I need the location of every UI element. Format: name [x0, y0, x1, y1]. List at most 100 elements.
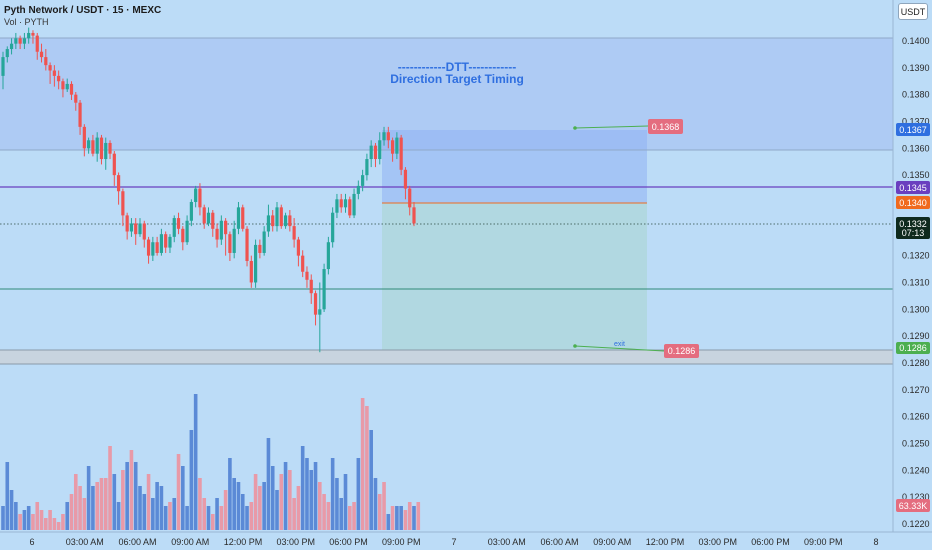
- candle-body: [27, 32, 31, 39]
- candle-body: [112, 153, 116, 176]
- price-tick-label: 0.1400: [902, 36, 930, 46]
- volume-bar: [121, 470, 125, 530]
- candle-body: [194, 188, 198, 202]
- time-tick-label: 12:00 PM: [646, 537, 685, 547]
- price-tick-label: 0.1370: [902, 116, 930, 126]
- volume-bar: [296, 486, 301, 530]
- time-tick-label: 09:00 AM: [593, 537, 631, 547]
- candle-body: [22, 38, 27, 44]
- volume-bar: [215, 498, 219, 530]
- price-tick-label: 0.1310: [902, 277, 930, 287]
- candle-body: [87, 140, 91, 149]
- time-axis[interactable]: 6 03:00 AM 06:00 AM 09:00 AM 12:00 PM 03:00 P…: [29, 537, 878, 547]
- exit-anchor-dot[interactable]: [573, 344, 577, 348]
- candle-body: [301, 255, 305, 272]
- time-tick-label: 6: [29, 537, 34, 547]
- volume-bar: [125, 462, 129, 530]
- volume-bar: [403, 510, 408, 530]
- candle-body: [176, 218, 181, 229]
- volume-bar: [69, 494, 74, 530]
- candle-body: [74, 94, 78, 103]
- time-tick-label: 06:00 AM: [540, 537, 578, 547]
- candle-body: [78, 102, 82, 127]
- volume-bar: [202, 498, 207, 530]
- volume-bar: [78, 486, 82, 530]
- volume-bar: [44, 518, 48, 530]
- candle-body: [95, 137, 99, 154]
- candle-body: [224, 220, 228, 235]
- candle-body: [52, 70, 56, 76]
- candle-body: [253, 244, 258, 283]
- candle-body: [305, 271, 309, 280]
- candle-body: [134, 223, 138, 235]
- candle-body: [202, 207, 206, 224]
- volume-bar: [390, 506, 395, 530]
- candle-body: [313, 293, 318, 315]
- volume-bar: [26, 506, 31, 530]
- target-badge: 0.1368: [652, 122, 680, 132]
- time-tick-label: 7: [451, 537, 456, 547]
- symbol-title[interactable]: Pyth Network / USDT · 15 · MEXC: [4, 5, 162, 16]
- price-tick-label: 0.1260: [902, 412, 930, 422]
- last-price-axis-badge-bg: [896, 217, 930, 239]
- candle-body: [271, 215, 275, 227]
- volume-bars: [1, 394, 421, 530]
- time-tick-label: 09:00 PM: [382, 537, 421, 547]
- reward-zone: [382, 203, 647, 350]
- volume-bar: [412, 506, 416, 530]
- candle-body: [146, 239, 151, 256]
- volume-bar: [416, 502, 421, 530]
- candle-body: [82, 126, 86, 149]
- time-tick-label: 03:00 PM: [698, 537, 737, 547]
- volume-bar: [266, 438, 271, 530]
- exit-axis-badge: 0.1286: [899, 343, 927, 353]
- candle-body: [155, 242, 159, 253]
- volume-bar: [386, 514, 391, 530]
- candle-body: [318, 309, 322, 315]
- candle-body: [241, 207, 245, 229]
- candle-body: [198, 188, 202, 208]
- volume-bar: [300, 446, 305, 530]
- volume-bar: [193, 394, 198, 530]
- volume-bar: [172, 498, 177, 530]
- price-axis[interactable]: 0.1400 0.1390 0.1380 0.1370 0.1360 0.1350 0.13…: [902, 36, 930, 529]
- candle-body: [322, 269, 326, 310]
- volume-bar: [22, 510, 27, 530]
- volume-legend[interactable]: Vol · PYTH: [4, 17, 49, 27]
- time-tick-label: 03:00 AM: [488, 537, 526, 547]
- volume-bar: [347, 506, 352, 530]
- volume-bar: [335, 478, 339, 530]
- volume-bar: [236, 482, 241, 530]
- candle-body: [57, 75, 61, 82]
- candle-body: [185, 220, 189, 243]
- volume-bar: [1, 506, 5, 530]
- candle-body: [390, 140, 395, 154]
- target-anchor-dot[interactable]: [573, 126, 577, 130]
- annotation-line1: ------------DTT------------: [398, 60, 517, 74]
- volume-bar: [73, 474, 78, 530]
- volume-bar: [326, 502, 331, 530]
- time-tick-label: 09:00 AM: [171, 537, 209, 547]
- candle-body: [326, 242, 330, 270]
- volume-bar: [365, 406, 369, 530]
- candle-body: [228, 234, 232, 253]
- currency-button[interactable]: USDT: [898, 3, 928, 20]
- candle-body: [164, 234, 168, 248]
- volume-bar: [249, 502, 254, 530]
- candle-body: [159, 234, 164, 253]
- candlesticks: [1, 27, 416, 353]
- volume-bar: [399, 506, 403, 530]
- volume-bar: [108, 446, 112, 530]
- target-badge-bg: [648, 119, 683, 134]
- candle-body: [65, 83, 69, 90]
- time-tick-label: 03:00 PM: [276, 537, 315, 547]
- candle-body: [283, 215, 288, 227]
- volume-bar: [86, 466, 91, 530]
- volume-bar: [283, 462, 288, 530]
- candle-body: [335, 199, 339, 213]
- candle-body: [39, 51, 44, 58]
- candle-body: [408, 188, 412, 208]
- volume-bar: [210, 514, 215, 530]
